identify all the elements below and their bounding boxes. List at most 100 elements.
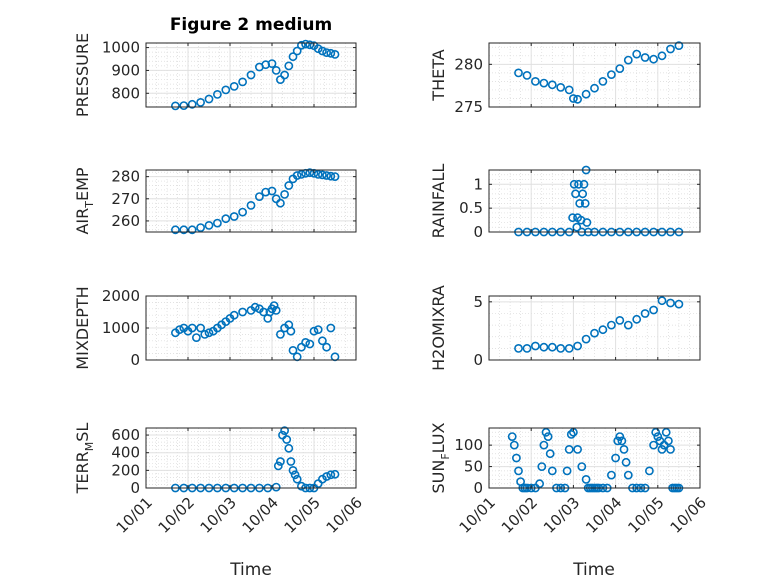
data-point [170, 101, 180, 111]
data-point [200, 329, 210, 339]
data-point [187, 225, 197, 235]
data-point [539, 78, 549, 88]
data-point [170, 225, 180, 235]
panel-mixdepth: 0 1000 2000 MIXDEPTH [73, 286, 357, 370]
y-tick-label: 270 [111, 190, 140, 208]
data-point [250, 302, 260, 312]
data-point [187, 99, 197, 109]
data-point [305, 40, 315, 50]
data-point [292, 46, 302, 56]
data-point [577, 462, 587, 471]
data-point [269, 301, 279, 310]
data-point [284, 181, 294, 190]
data-point [522, 71, 532, 80]
data-point [573, 341, 582, 351]
x-tick-label: 10/06 [667, 494, 710, 537]
data-point [271, 482, 281, 492]
data-point [246, 200, 256, 210]
data-point [275, 198, 285, 208]
data-point [196, 98, 205, 107]
data-point [564, 343, 574, 353]
y-tick-label: 260 [111, 212, 140, 230]
x-tick-label: 10/01 [456, 494, 499, 537]
panel-pressure: 800 900 1000 PRESSURE [73, 33, 357, 117]
data-point [187, 323, 197, 333]
data-point [280, 70, 289, 80]
data-point [514, 466, 523, 476]
panel-rainfall: 0 0.5 1 RAINFALL [429, 164, 701, 241]
data-point [229, 212, 239, 221]
data-point [607, 470, 616, 480]
y-tick-label: 280 [454, 55, 483, 73]
data-point [313, 169, 323, 179]
x-tick-label: 10/06 [323, 494, 366, 537]
data-point [282, 435, 292, 444]
data-point [191, 333, 201, 342]
y-tick-label: 0 [130, 351, 140, 369]
data-point [301, 337, 310, 347]
data-point [290, 470, 300, 480]
x-tick-label: 10/05 [624, 494, 667, 537]
data-point [531, 77, 540, 86]
data-point [566, 429, 576, 439]
data-point [259, 307, 268, 317]
data-point [275, 457, 285, 466]
data-point [254, 192, 264, 201]
data-point [619, 444, 629, 454]
data-point [547, 342, 557, 352]
y-axis-label: RAINFALL [429, 164, 448, 239]
data-point [267, 59, 277, 68]
data-point [288, 345, 298, 355]
x-tick-label: 10/05 [281, 494, 324, 537]
data-point [271, 305, 281, 315]
data-point [640, 309, 650, 318]
data-point [545, 449, 555, 459]
axes-box [488, 42, 701, 108]
x-tick-label: 10/02 [155, 494, 198, 537]
y-axis-label: SUNFLUX [429, 422, 452, 493]
y-tick-label: 1000 [102, 39, 140, 57]
data-point [617, 436, 627, 446]
data-point [507, 432, 517, 441]
data-point [649, 440, 658, 450]
data-point [296, 481, 306, 491]
y-axis-label: PRESSURE [73, 33, 92, 117]
data-point [581, 89, 591, 99]
data-point [645, 466, 654, 476]
data-point [522, 343, 532, 353]
data-point [322, 472, 331, 481]
data-point [661, 427, 671, 437]
data-point [607, 70, 616, 79]
data-point [578, 189, 588, 199]
x-tick-label: 10/03 [540, 494, 583, 537]
data-point [590, 83, 599, 93]
data-point [204, 328, 214, 338]
data-point [613, 436, 623, 446]
panel-h2omixra: 0 5 H2OMIXRA [429, 285, 701, 371]
data-point [212, 218, 222, 228]
data-point [280, 189, 289, 199]
data-point [598, 325, 608, 335]
panel-air-temp: 260 270 280 AIRTEMP [73, 167, 357, 235]
data-point [598, 77, 608, 86]
data-point [204, 94, 214, 104]
data-point [317, 336, 327, 346]
data-point [607, 320, 616, 330]
data-point [271, 66, 281, 75]
data-point [221, 85, 231, 95]
data-point [579, 179, 589, 189]
data-point [221, 214, 231, 224]
y-tick-label: 275 [454, 98, 483, 116]
data-point [292, 352, 302, 362]
data-point [674, 41, 684, 50]
data-point [575, 198, 585, 208]
y-tick-label: 0 [473, 223, 483, 241]
data-point [582, 218, 592, 227]
data-point [611, 453, 620, 463]
data-point [175, 325, 184, 334]
data-point [229, 310, 239, 320]
data-point [581, 474, 591, 484]
y-tick-label: 600 [111, 426, 140, 444]
data-point [509, 440, 519, 450]
y-axis-label: THETA [429, 49, 448, 101]
